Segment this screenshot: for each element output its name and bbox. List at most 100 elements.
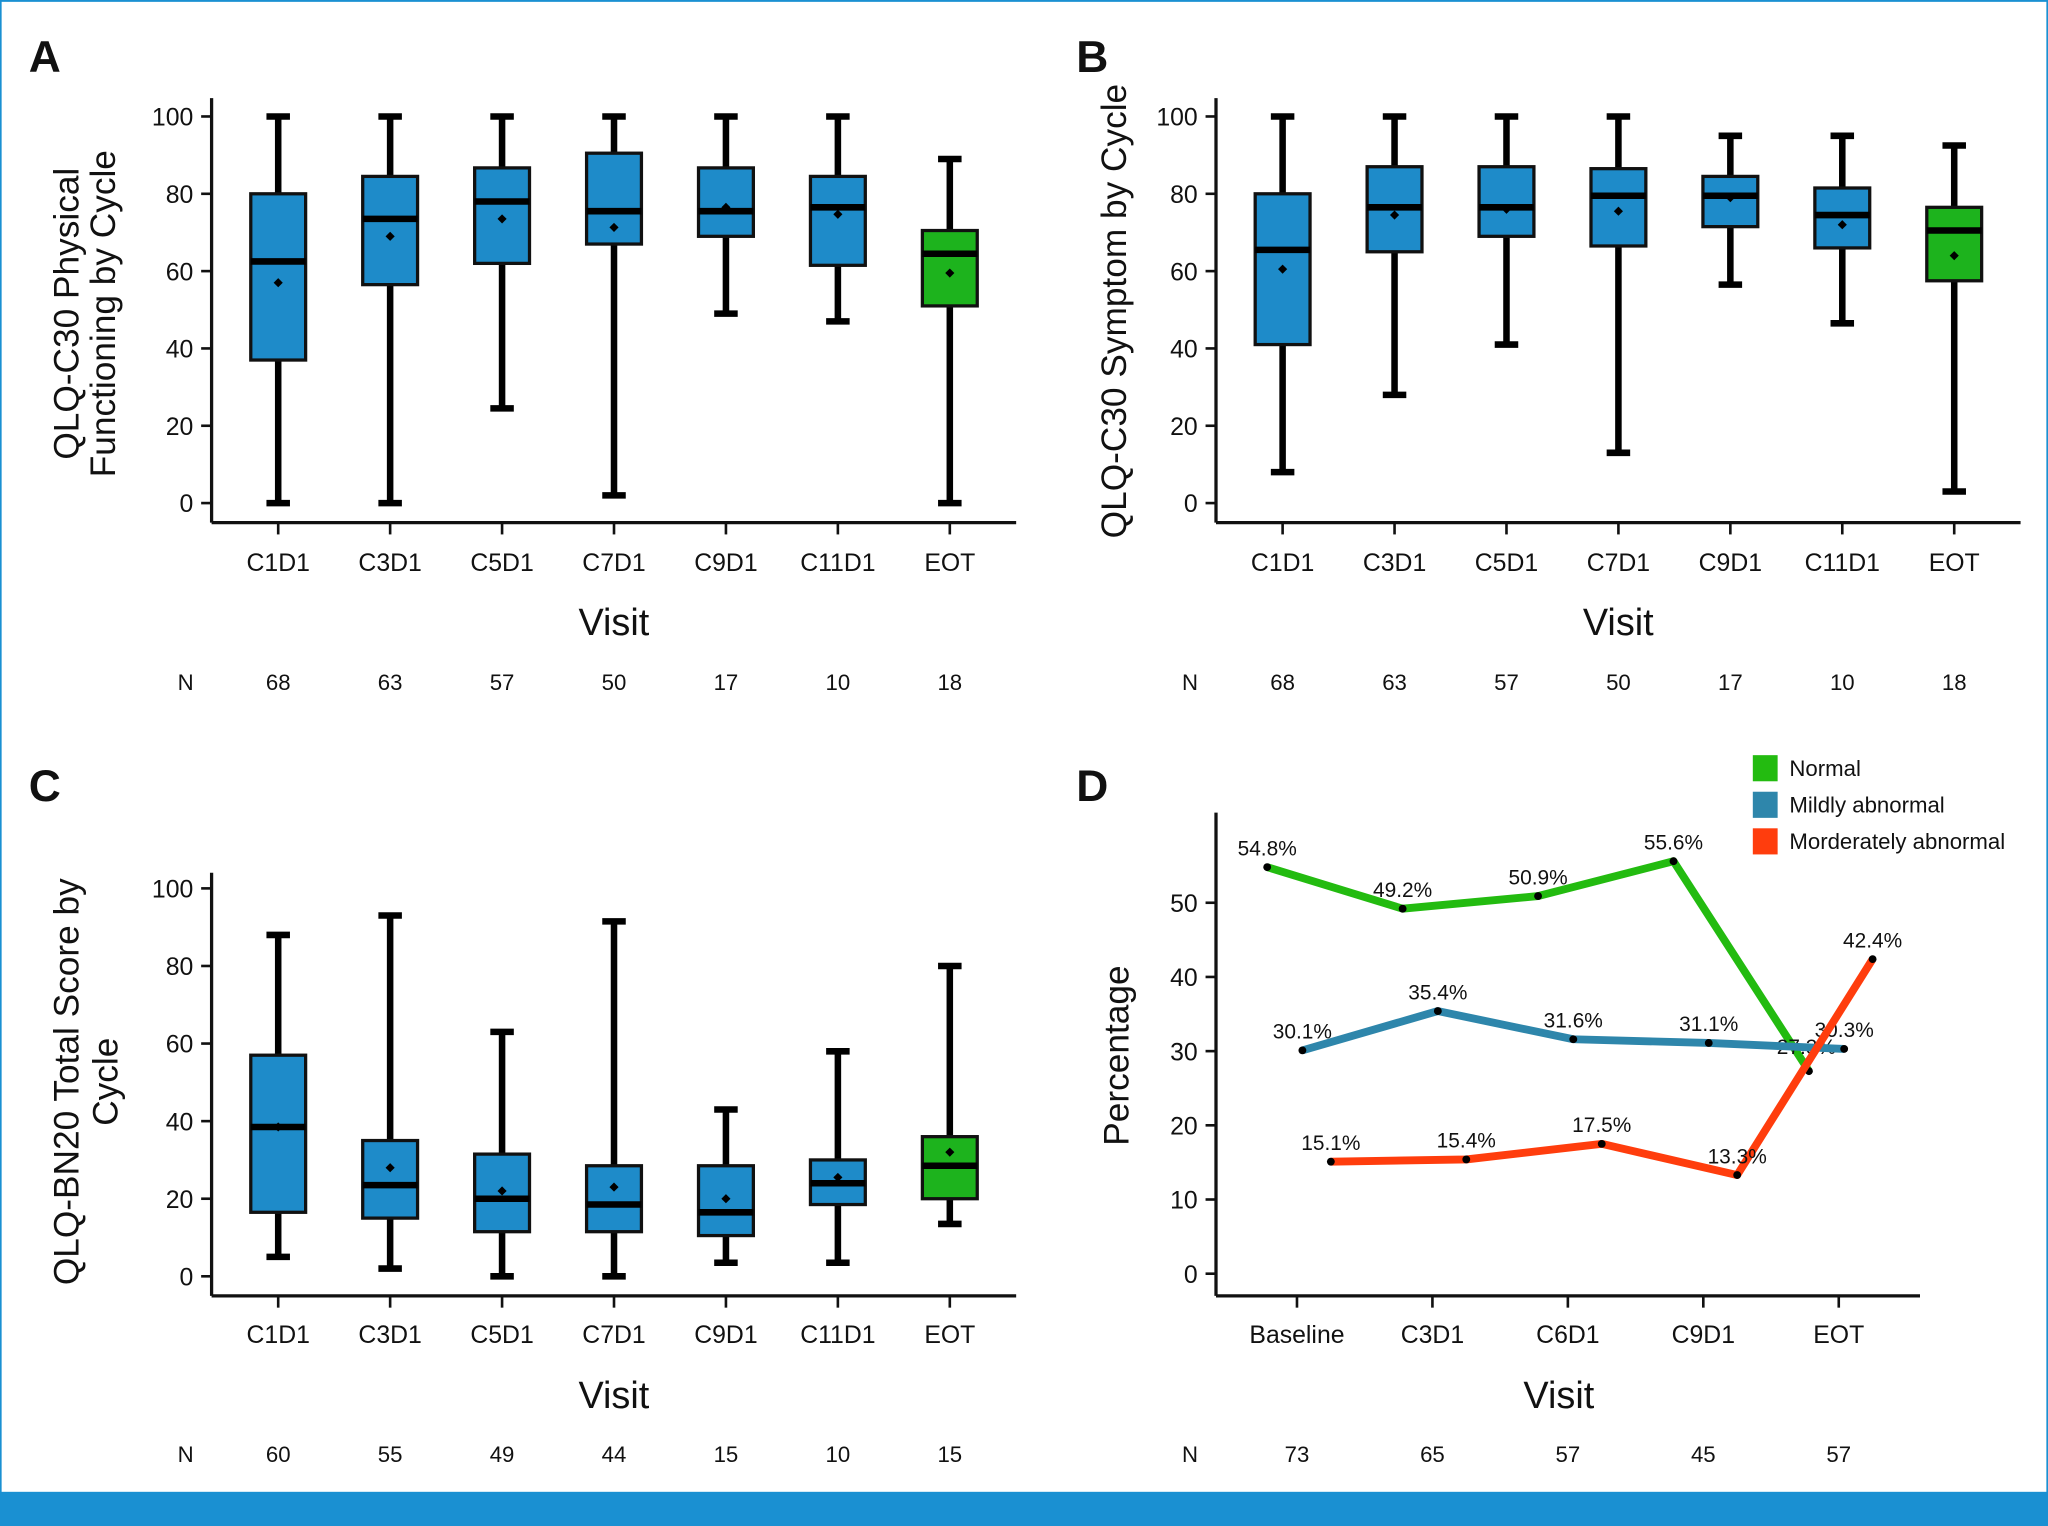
mean-marker — [385, 1163, 395, 1173]
data-label: 31.6% — [1544, 1010, 1603, 1033]
x-tick-label: C7D1 — [1587, 550, 1650, 577]
x-tick-label: Baseline — [1249, 1322, 1344, 1349]
y-tick-label: 20 — [166, 1187, 194, 1214]
y-tick-label: 60 — [1170, 259, 1198, 286]
iqr-box — [249, 1053, 308, 1214]
n-count: 57 — [1556, 1442, 1581, 1467]
iqr-box — [1477, 165, 1536, 238]
y-tick-label: 80 — [166, 182, 194, 209]
box-C11D1 — [808, 113, 867, 325]
mean-marker — [833, 209, 843, 219]
n-count: 68 — [1270, 670, 1295, 695]
legend: Normal Mildly abnormal Morderately abnorma… — [1752, 755, 2005, 855]
box-EOT — [920, 962, 979, 1228]
data-label: 15.4% — [1437, 1130, 1496, 1153]
x-tick-label: EOT — [924, 1322, 975, 1349]
x-tick-label: C3D1 — [1401, 1322, 1464, 1349]
y-axis-title: Cycle — [87, 1038, 126, 1126]
x-tick-label: C5D1 — [470, 550, 533, 577]
panel-A: A 0 20 40 60 80 100 C1D1 68 C3D1 63 C5D1 57 C7D1 50 C9D… — [29, 33, 1017, 695]
data-label: 17.5% — [1572, 1114, 1631, 1137]
y-tick-label: 0 — [180, 1264, 194, 1291]
box-C7D1 — [1589, 113, 1648, 457]
box-C3D1 — [361, 912, 420, 1272]
legend-label: Normal — [1789, 756, 1861, 781]
iqr-box — [249, 192, 308, 362]
n-count: 68 — [266, 670, 291, 695]
x-tick-label: C3D1 — [1363, 550, 1426, 577]
x-tick-label: C9D1 — [1699, 550, 1762, 577]
n-count: 63 — [1382, 670, 1407, 695]
box-EOT — [920, 155, 979, 507]
box-C9D1 — [696, 113, 756, 317]
x-tick-label: C3D1 — [358, 1322, 421, 1349]
data-point — [1326, 1157, 1335, 1166]
n-count: 18 — [937, 670, 962, 695]
y-tick-label: 20 — [166, 414, 194, 441]
box-C11D1 — [1813, 132, 1872, 327]
panel-D: D 0 10 20 30 40 50 Baseline 73 C3D1 65 C6D1 57 C9D1 45… — [1076, 755, 2005, 1467]
iqr-box — [361, 174, 420, 287]
legend-label: Morderately abnormal — [1789, 829, 2005, 854]
mean-marker — [1949, 251, 1959, 261]
x-axis-title: Visit — [1523, 1375, 1594, 1417]
x-tick-label: C5D1 — [470, 1322, 533, 1349]
data-point — [1263, 863, 1272, 872]
y-tick-label: 60 — [166, 259, 194, 286]
data-point — [1597, 1139, 1606, 1148]
n-count: 57 — [490, 670, 515, 695]
iqr-box — [1925, 205, 1984, 283]
iqr-box — [361, 1138, 420, 1220]
legend-swatch — [1752, 791, 1778, 818]
y-axis-title: Percentage — [1097, 965, 1136, 1145]
panel-letter: D — [1076, 762, 1108, 811]
iqr-box — [920, 228, 979, 308]
x-tick-label: C1D1 — [247, 550, 310, 577]
n-count: 60 — [266, 1442, 291, 1467]
data-point — [1868, 955, 1877, 964]
iqr-box — [696, 166, 756, 238]
y-tick-label: 80 — [1170, 182, 1198, 209]
box-C7D1 — [584, 113, 644, 499]
mean-marker — [385, 231, 395, 241]
mean-marker — [1725, 193, 1735, 203]
x-tick-label: C11D1 — [1805, 550, 1880, 577]
n-count: 18 — [1942, 670, 1967, 695]
mean-marker — [497, 214, 507, 224]
n-count: 57 — [1494, 670, 1519, 695]
n-label: N — [1182, 670, 1198, 695]
y-tick-label: 60 — [166, 1032, 194, 1059]
n-count: 49 — [490, 1442, 515, 1467]
x-tick-label: C11D1 — [800, 1322, 875, 1349]
x-tick-label: C9D1 — [694, 550, 757, 577]
series-morderately-abnormal: 15.1% 15.4% 17.5% 13.3% 42.4% — [1301, 929, 1902, 1179]
footer-bar — [0, 1491, 2048, 1526]
data-label: 50.9% — [1508, 866, 1567, 889]
n-count: 10 — [826, 670, 851, 695]
x-axis-title: Visit — [578, 1375, 649, 1417]
data-point — [1704, 1039, 1713, 1047]
data-point — [1733, 1171, 1742, 1179]
box-C1D1 — [249, 931, 308, 1261]
y-tick-label: 40 — [1170, 965, 1198, 992]
panel-C: C 0 20 40 60 80 100 C1D1 60 C3D1 55 C5D1 49 C7D1 44 C9D… — [29, 762, 1017, 1467]
mean-marker — [609, 1182, 619, 1192]
y-tick-label: 30 — [1170, 1039, 1198, 1066]
n-count: 15 — [937, 1442, 962, 1467]
y-tick-label: 100 — [152, 877, 193, 904]
y-axis-title: Functioning by Cycle — [84, 150, 123, 477]
x-tick-label: C7D1 — [582, 550, 645, 577]
x-axis-title: Visit — [1583, 602, 1654, 644]
mean-marker — [497, 1186, 507, 1196]
n-label: N — [178, 670, 194, 695]
n-count: 17 — [1718, 670, 1743, 695]
n-label: N — [1182, 1442, 1198, 1467]
y-axis-title: QLQ-C30 Symptom by Cycle — [1095, 84, 1134, 538]
y-tick-label: 40 — [166, 1109, 194, 1136]
y-tick-label: 40 — [1170, 337, 1198, 364]
box-C3D1 — [361, 113, 420, 507]
x-tick-label: C9D1 — [1672, 1322, 1735, 1349]
data-label: 15.1% — [1301, 1132, 1360, 1155]
x-tick-label: EOT — [1813, 1322, 1864, 1349]
